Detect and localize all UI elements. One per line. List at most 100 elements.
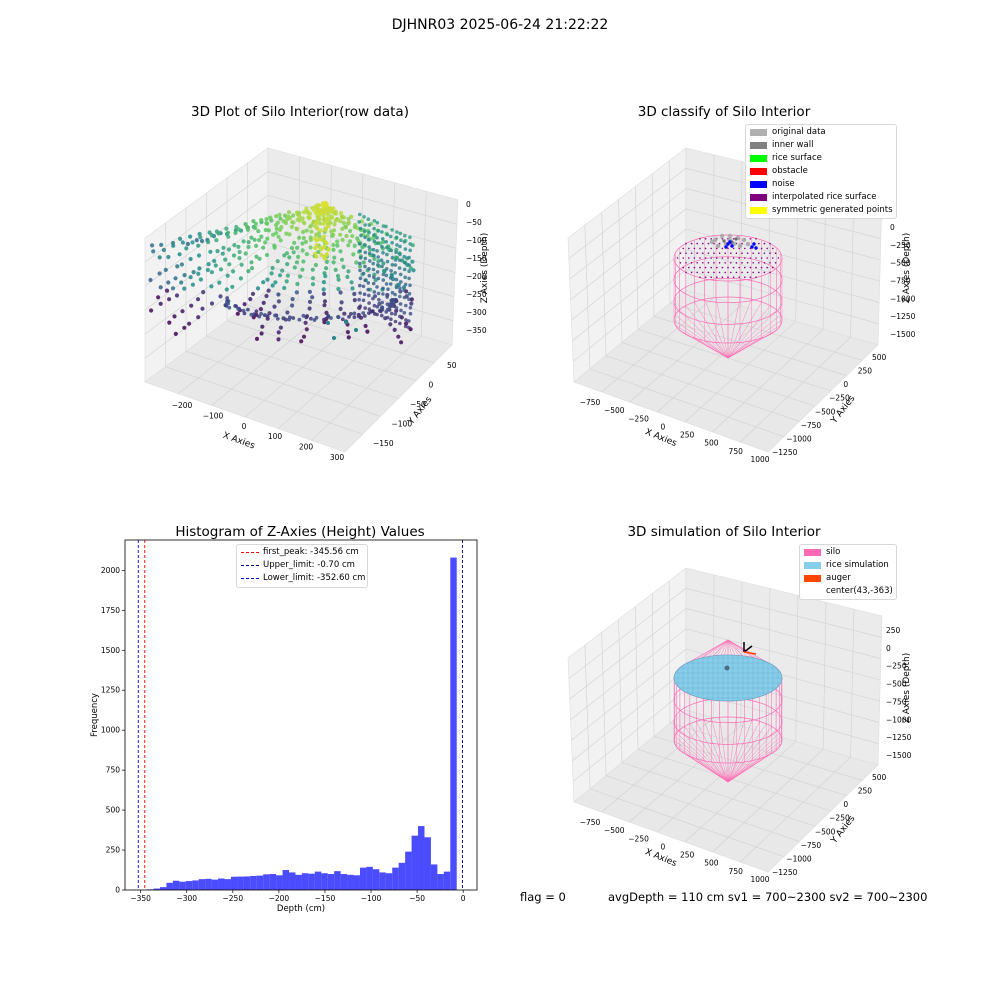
data-point (161, 247, 166, 253)
interpolated-point (724, 262, 726, 264)
histogram-bar (282, 870, 290, 890)
interpolated-point (772, 247, 774, 250)
interpolated-point (716, 257, 718, 259)
data-point (182, 325, 187, 330)
histogram-bar (450, 557, 457, 890)
data-point (259, 234, 264, 239)
data-point (308, 211, 313, 216)
silo-cone-line (727, 729, 777, 783)
data-point (317, 216, 322, 222)
silo-roof-line (689, 639, 729, 662)
data-point (363, 278, 368, 283)
data-point (187, 321, 192, 326)
grid-line (712, 749, 824, 853)
silo-cone-line (676, 732, 729, 783)
data-point (371, 296, 375, 301)
data-point (287, 255, 292, 260)
data-point (325, 219, 329, 224)
data-point (375, 235, 379, 240)
x-tick-label: 100 (268, 432, 283, 441)
data-point (188, 256, 193, 262)
data-point (274, 231, 279, 236)
grid-line (584, 225, 591, 369)
data-point (393, 258, 398, 262)
data-point (362, 314, 367, 318)
data-point (301, 236, 306, 241)
interpolated-point (766, 266, 768, 269)
data-point (236, 307, 241, 311)
data-point (371, 247, 376, 252)
data-point (382, 269, 387, 274)
data-point (294, 227, 299, 232)
data-point (252, 237, 257, 242)
legend-item: interpolated rice surface (746, 191, 896, 204)
interpolated-point (685, 262, 687, 264)
z-tick-label: −300 (466, 308, 487, 317)
interpolated-point (749, 257, 752, 259)
data-point (303, 239, 309, 244)
grid-line (685, 628, 881, 681)
data-point (325, 206, 329, 211)
grid-line (637, 329, 831, 392)
data-point (300, 248, 305, 253)
data-point (179, 262, 184, 267)
data-point (410, 259, 415, 264)
data-point (402, 311, 407, 315)
data-point (332, 228, 337, 233)
data-point (338, 249, 343, 254)
data-point (362, 243, 367, 247)
data-point (372, 239, 377, 244)
interpolated-point (735, 252, 738, 254)
data-point (408, 248, 413, 253)
histogram-bar (411, 835, 419, 890)
interpolated-point (716, 266, 718, 269)
legend-label: inner wall (772, 140, 814, 150)
data-point (323, 227, 328, 232)
histogram-bar (256, 875, 264, 890)
data-point (300, 267, 305, 272)
data-point (380, 244, 384, 249)
interpolated-point (713, 262, 715, 264)
y-tick-label: −1250 (772, 448, 798, 457)
data-point (254, 243, 259, 248)
data-point (272, 245, 277, 250)
data-point (264, 217, 269, 222)
panel4-title: 3D simulation of Silo Interior (627, 524, 821, 540)
data-point (208, 249, 213, 254)
data-point (294, 260, 299, 265)
x-tick-label: −500 (604, 406, 625, 415)
data-point (326, 315, 330, 319)
data-point (378, 309, 383, 314)
data-point (331, 232, 336, 237)
data-point (206, 240, 211, 245)
data-point (216, 231, 221, 236)
original-data-point (745, 241, 751, 247)
data-point (388, 322, 393, 327)
noise-point (754, 246, 758, 250)
data-point (345, 330, 350, 335)
grid-line (740, 756, 851, 863)
data-point (276, 299, 281, 304)
data-point (407, 263, 412, 267)
interpolated-point (732, 238, 735, 240)
histogram-bar (327, 874, 335, 890)
data-point (307, 306, 312, 311)
data-point (336, 315, 341, 319)
legend-item: Upper_limit: -0.70 cm (237, 559, 367, 572)
grid-line (605, 775, 800, 842)
data-point (366, 237, 371, 242)
data-point (354, 328, 358, 332)
data-point (182, 286, 187, 291)
data-point (196, 253, 202, 258)
data-point (304, 228, 309, 233)
interpolated-point (682, 257, 684, 259)
original-data-point (715, 243, 721, 249)
data-point (290, 297, 295, 302)
legend-item: inner wall (746, 139, 896, 152)
grid-line (570, 208, 687, 300)
interpolated-point (738, 257, 740, 259)
panel4-axes-box (567, 567, 883, 873)
data-point (296, 254, 301, 259)
data-point (393, 263, 398, 267)
data-point (294, 290, 299, 295)
